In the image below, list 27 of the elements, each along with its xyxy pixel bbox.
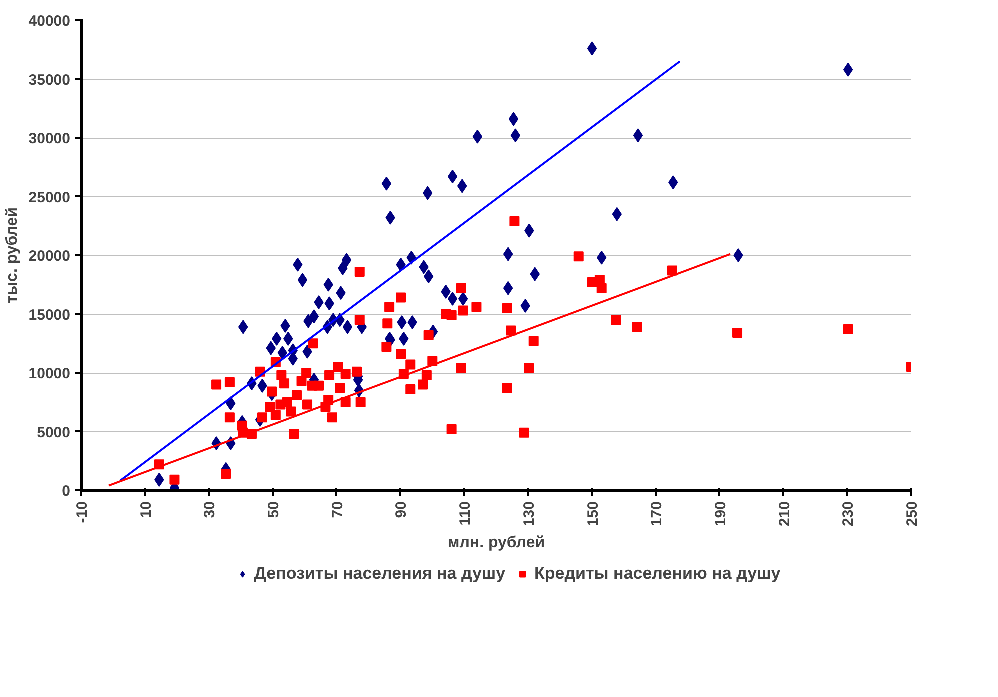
y-tick-label: 40000 — [28, 13, 71, 30]
x-tick-label: 30 — [202, 501, 219, 518]
x-tick-label: 10 — [138, 501, 155, 518]
y-axis-title: тыс. рублей — [4, 208, 21, 304]
x-tick-label: 110 — [457, 501, 474, 526]
y-tick-label: 20000 — [28, 248, 71, 265]
x-tick-label: 130 — [520, 501, 538, 527]
legend-label: Депозиты населения на душу — [254, 564, 506, 584]
y-tick-label: 5000 — [37, 424, 71, 442]
x-axis-title: млн. рублей — [448, 534, 546, 552]
x-tick-label: 90 — [393, 501, 410, 518]
y-tick-label: 30000 — [28, 130, 71, 148]
x-tick-label: 50 — [266, 501, 283, 518]
y-tick-label: 35000 — [28, 72, 71, 89]
y-tick-label: 25000 — [28, 189, 71, 206]
x-tick-label: 210 — [776, 501, 794, 527]
y-tick-label: 15000 — [28, 306, 71, 324]
x-tick-label: 70 — [329, 501, 346, 518]
x-tick-label: 230 — [840, 501, 858, 527]
x-tick-label: -10 — [74, 501, 91, 524]
x-tick-label: 190 — [712, 501, 730, 527]
legend-label: Кредиты населению на душу — [534, 564, 781, 584]
x-tick-label: 250 — [904, 501, 921, 527]
x-tick-label: 150 — [584, 501, 602, 527]
y-tick-label: 10000 — [28, 366, 71, 382]
x-tick-label: 170 — [648, 501, 666, 527]
y-tick-label: 0 — [62, 483, 70, 500]
